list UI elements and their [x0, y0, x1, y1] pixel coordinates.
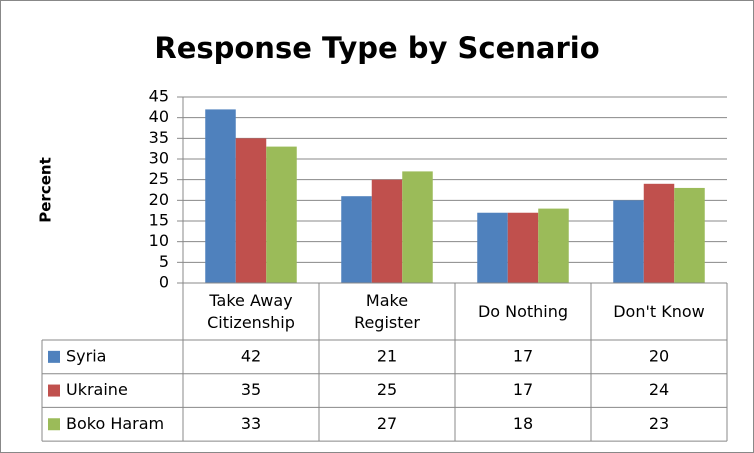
table-value: 27 — [377, 414, 397, 433]
legend-key — [48, 384, 60, 397]
y-tick-label: 20 — [149, 190, 169, 209]
bar — [477, 212, 508, 283]
table-value: 33 — [241, 414, 261, 433]
bar — [613, 200, 644, 283]
table-value: 35 — [241, 380, 261, 399]
y-tick-label: 5 — [159, 252, 169, 271]
table-value: 24 — [649, 380, 669, 399]
table-value: 18 — [513, 414, 533, 433]
bar — [371, 179, 403, 283]
bar — [507, 212, 539, 283]
y-tick-label: 40 — [149, 107, 169, 126]
y-tick-label: 30 — [149, 149, 169, 168]
y-tick-label: 15 — [149, 211, 169, 230]
bar — [674, 187, 705, 283]
table-value: 25 — [377, 380, 397, 399]
bar — [235, 138, 267, 283]
x-tick-label: Make Register — [354, 290, 420, 332]
legend-label: Boko Haram — [66, 414, 164, 433]
legend-key — [48, 350, 60, 363]
table-value: 20 — [649, 346, 669, 365]
y-tick-label: 45 — [149, 87, 169, 106]
y-tick-label: 0 — [159, 273, 169, 292]
table-value: 17 — [513, 346, 533, 365]
legend-label: Ukraine — [66, 380, 128, 399]
x-tick-label: Take Away Citizenship — [207, 290, 295, 332]
table-value: 17 — [513, 380, 533, 399]
legend-label: Syria — [66, 346, 106, 365]
bar — [402, 171, 433, 283]
bar — [205, 109, 236, 284]
table-value: 23 — [649, 414, 669, 433]
bar — [538, 208, 569, 283]
bar — [643, 183, 675, 283]
table-value: 21 — [377, 346, 397, 365]
table-value: 42 — [241, 346, 261, 365]
chart-title: Response Type by Scenario — [154, 31, 599, 65]
y-tick-label: 35 — [149, 128, 169, 147]
y-tick-label: 10 — [149, 231, 169, 250]
bar — [341, 196, 372, 283]
y-tick-label: 25 — [149, 169, 169, 188]
y-axis-label: Percent — [37, 157, 55, 222]
legend-key — [48, 418, 60, 431]
bar — [266, 146, 297, 283]
x-tick-label: Don't Know — [613, 301, 705, 321]
x-tick-label: Do Nothing — [477, 301, 569, 321]
